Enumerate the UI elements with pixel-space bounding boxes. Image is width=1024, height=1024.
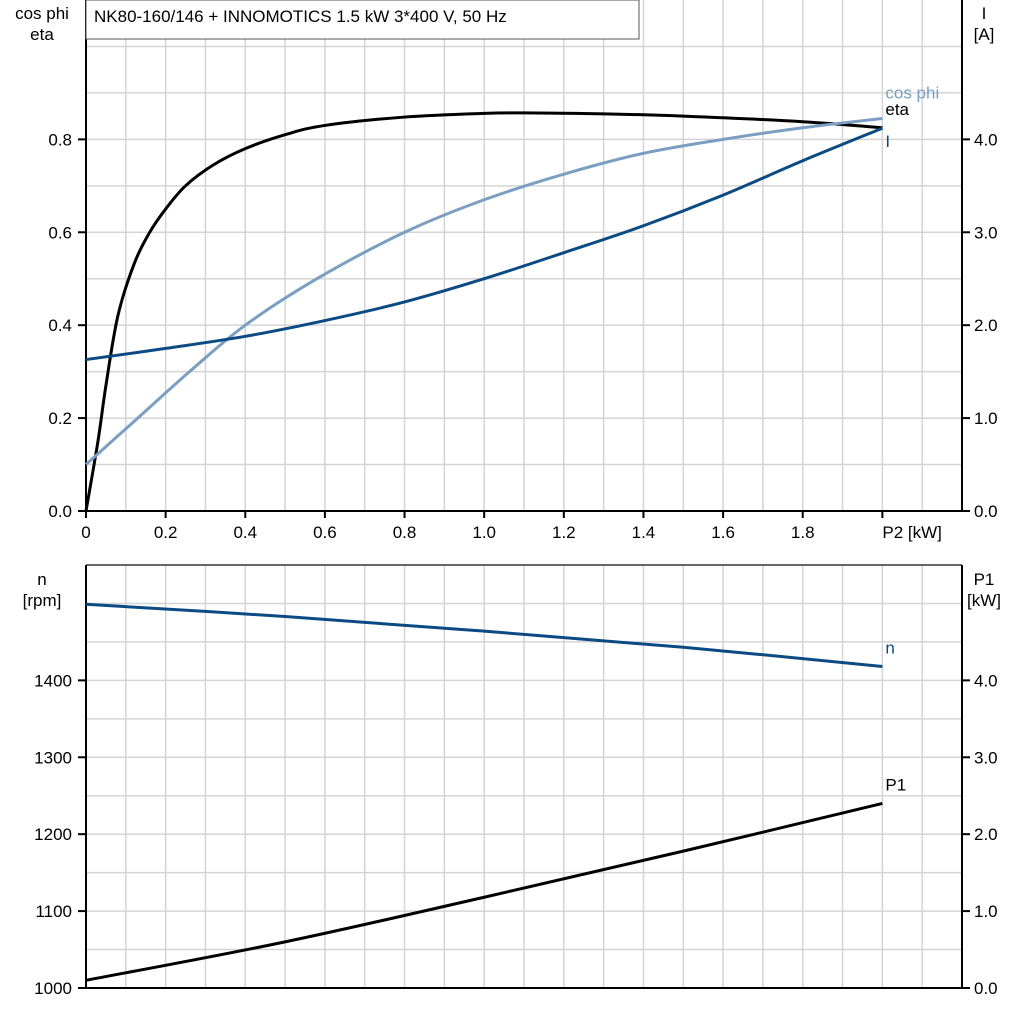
chart-panel-0: 0.0 0.2 0.4 0.6 0.8 0.0 1.0 2.0 3.0 4.0 0 0.2 0.4 0.6… xyxy=(15,0,998,542)
y-tick-label: 1300 xyxy=(34,748,72,767)
y2-tick-label: 3.0 xyxy=(974,748,998,767)
y-axis-label: [rpm] xyxy=(23,591,62,610)
x-tick-label: 1.4 xyxy=(632,523,656,542)
y2-axis-label: I xyxy=(982,4,987,23)
y2-tick-label: 4.0 xyxy=(974,671,998,690)
y-tick-label: 0.0 xyxy=(48,502,72,521)
series-line-P1 xyxy=(85,801,883,982)
y2-axis-label: [A] xyxy=(974,25,995,44)
x-tick-label: 0 xyxy=(81,523,90,542)
y-axis-label: cos phi xyxy=(15,4,69,23)
y-tick-label: 0.6 xyxy=(48,223,72,242)
x-axis-label: P2 [kW] xyxy=(882,523,942,542)
y-tick-label: 0.4 xyxy=(48,316,72,335)
y2-axis-label: [kW] xyxy=(967,591,1001,610)
title-box xyxy=(85,0,640,40)
x-tick-label: 0.6 xyxy=(313,523,337,542)
x-tick-label: 1.0 xyxy=(472,523,496,542)
y2-tick-label: 4.0 xyxy=(974,130,998,149)
x-tick-label: 0.2 xyxy=(154,523,178,542)
series-label: cos phi xyxy=(885,83,939,102)
chart-panel-1: 1000 1100 1200 1300 1400 0.0 1.0 2.0 3.0 4.0 n [rpm… xyxy=(23,564,1001,998)
y-tick-label: 1400 xyxy=(34,671,72,690)
series-label: n xyxy=(885,639,894,658)
x-tick-label: 0.8 xyxy=(393,523,417,542)
series-line-n xyxy=(85,602,883,669)
y2-axis-label: P1 xyxy=(974,570,995,589)
series-line-cos-phi xyxy=(84,116,883,466)
y2-tick-label: 2.0 xyxy=(974,825,998,844)
x-tick-label: 1.2 xyxy=(552,523,576,542)
x-tick-label: 0.4 xyxy=(233,523,257,542)
series-label: eta xyxy=(885,100,909,119)
y-axis-label: n xyxy=(37,570,46,589)
x-tick-label: 1.8 xyxy=(791,523,815,542)
y-tick-label: 0.2 xyxy=(48,409,72,428)
series-label: P1 xyxy=(885,775,906,794)
y-tick-label: 1100 xyxy=(35,902,72,921)
chart-title: NK80-160/146 + INNOMOTICS 1.5 kW 3*400 V… xyxy=(94,7,507,26)
y2-tick-label: 3.0 xyxy=(974,223,998,242)
series-label: I xyxy=(885,132,890,151)
y2-tick-label: 0.0 xyxy=(974,502,998,521)
x-tick-label: 1.6 xyxy=(711,523,735,542)
y-tick-label: 1000 xyxy=(34,979,72,998)
series-line-eta xyxy=(84,111,883,512)
y-axis-label: eta xyxy=(30,25,54,44)
y2-tick-label: 1.0 xyxy=(974,409,998,428)
y2-tick-label: 2.0 xyxy=(974,316,998,335)
series-line-I xyxy=(85,126,883,362)
y2-tick-label: 1.0 xyxy=(974,902,998,921)
y2-tick-label: 0.0 xyxy=(974,979,998,998)
y-tick-label: 0.8 xyxy=(48,130,72,149)
y-tick-label: 1200 xyxy=(34,825,72,844)
